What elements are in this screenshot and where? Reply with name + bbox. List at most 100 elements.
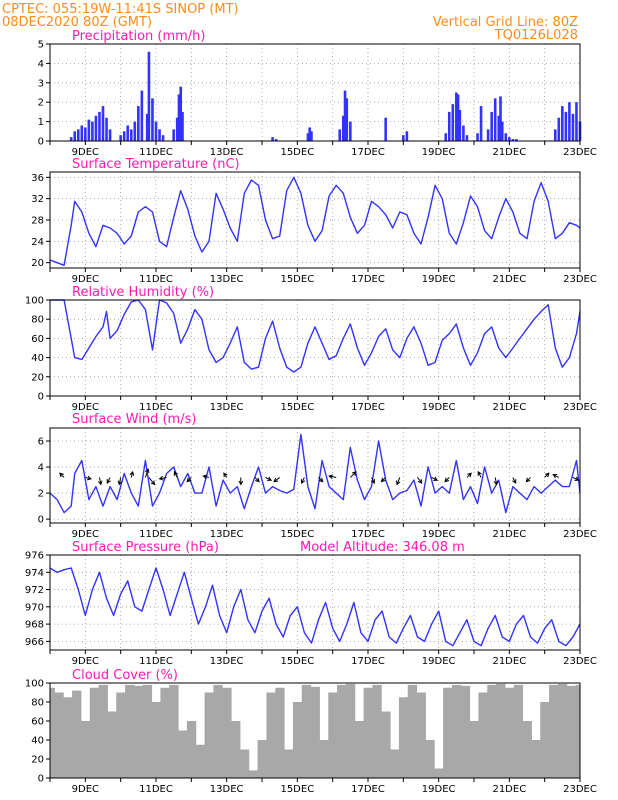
precip-bar xyxy=(306,133,310,141)
x-tick-label: 19DEC xyxy=(422,656,456,667)
y-tick-label: 40 xyxy=(31,353,44,364)
precip-bar xyxy=(271,137,274,141)
x-tick-label: 13DEC xyxy=(210,784,244,795)
precip-bar xyxy=(129,129,133,141)
x-tick-label: 15DEC xyxy=(280,274,314,285)
cloud-cover-bar xyxy=(178,730,188,778)
precip-bar xyxy=(122,131,126,141)
precip-bar xyxy=(69,137,73,141)
cloud-cover-bar xyxy=(195,744,206,778)
y-tick-label: 5 xyxy=(38,40,44,51)
cloud-cover-bar xyxy=(80,721,91,778)
y-tick-label: 20 xyxy=(31,755,44,766)
wind-direction-arrow xyxy=(273,477,280,483)
wind-direction-arrow xyxy=(186,477,192,483)
wind-direction-arrow xyxy=(525,477,531,483)
x-tick-label: 13DEC xyxy=(210,402,244,413)
wind-direction-arrow xyxy=(477,470,482,478)
y-tick-label: 2 xyxy=(38,98,44,109)
wind-direction-arrow xyxy=(144,468,150,478)
cloud-cover-bar xyxy=(266,692,276,778)
temperature-panel: 20 24 28 32 36 9DEC 11DEC 13DEC 15DEC 17DEC 19DEC 2… xyxy=(31,171,597,285)
precip-bar xyxy=(571,113,575,141)
y-tick-label: 32 xyxy=(31,194,44,205)
cloud-cover-bar xyxy=(257,740,267,778)
cloud-cover-bar xyxy=(239,749,250,778)
press-series-line xyxy=(49,567,581,647)
header-location: CPTEC: 055:19W-11:41S SINOP (MT) xyxy=(2,2,239,17)
x-tick-label: 23DEC xyxy=(563,274,597,285)
temperature-panel-title: Surface Temperature (nC) xyxy=(72,157,240,172)
precip-bar xyxy=(341,115,345,141)
wind-direction-arrow xyxy=(512,477,517,484)
x-tick-label: 11DEC xyxy=(139,656,173,667)
precip-bar xyxy=(145,113,149,141)
panel-frame xyxy=(49,427,581,524)
precip-bar xyxy=(557,117,561,141)
y-tick-label: 968 xyxy=(25,620,44,631)
precip-bar xyxy=(154,121,158,141)
cloud-cover-bar xyxy=(160,687,170,778)
cloud-cover-bar xyxy=(407,684,418,778)
y-tick-label: 60 xyxy=(31,334,44,345)
rh-series-line xyxy=(50,299,581,373)
x-tick-label: 9DEC xyxy=(72,656,99,667)
cloud-cover-bar xyxy=(345,683,356,778)
x-tick-label: 13DEC xyxy=(210,656,244,667)
panel-frame xyxy=(49,43,581,142)
x-tick-label: 23DEC xyxy=(563,402,597,413)
panel-frame xyxy=(49,299,581,397)
cloud-cover-bar xyxy=(275,687,285,778)
precip-bar xyxy=(101,106,105,141)
precip-bar xyxy=(451,104,455,141)
y-tick-label: 2 xyxy=(38,489,44,500)
wind-direction-arrow xyxy=(466,472,472,478)
wind-direction-arrow xyxy=(173,470,178,478)
precip-bar xyxy=(310,131,313,141)
y-tick-label: 0 xyxy=(38,137,44,148)
precip-bar xyxy=(384,117,387,141)
y-tick-label: 0 xyxy=(38,515,44,526)
precip-bar xyxy=(553,129,557,141)
y-tick-label: 100 xyxy=(25,679,44,690)
x-tick-label: 11DEC xyxy=(139,402,173,413)
humidity-panel-title: Relative Humidity (%) xyxy=(72,285,214,300)
cloud-cover-bar xyxy=(487,684,497,778)
x-tick-label: 15DEC xyxy=(280,529,314,540)
header-grid-note: Vertical Grid Line: 80Z xyxy=(433,15,578,30)
wind-direction-arrow xyxy=(265,476,273,481)
wind-direction-arrow xyxy=(328,474,337,480)
cloud-cover-bar xyxy=(328,692,338,778)
wind-direction-arrow xyxy=(117,477,123,486)
x-tick-label: 23DEC xyxy=(563,147,597,158)
wind-direction-arrow xyxy=(552,474,560,479)
precip-bar xyxy=(568,102,571,141)
cloud-cover-bar xyxy=(107,711,117,778)
cloud-cover-bar xyxy=(372,684,382,778)
wind-direction-arrow xyxy=(254,477,260,483)
precip-bar xyxy=(486,129,490,141)
cloud-cover-bar xyxy=(337,684,347,778)
cloud-cover-bar xyxy=(425,740,435,778)
cloud-cover-bar xyxy=(151,702,161,778)
wind-direction-arrow xyxy=(444,477,450,483)
x-tick-label: 15DEC xyxy=(280,656,314,667)
x-tick-label: 9DEC xyxy=(72,147,99,158)
y-tick-label: 4 xyxy=(38,59,44,70)
humidity-panel: 0 20 40 60 80 100 9DEC 11DEC 13DEC 15DEC 17DEC 19DE… xyxy=(25,296,597,414)
x-tick-label: 11DEC xyxy=(139,784,173,795)
cloud-cover-bar xyxy=(566,685,577,778)
precip-bar xyxy=(158,129,161,141)
cloud-cover-bar xyxy=(460,685,471,778)
cloud-cover-bar xyxy=(72,690,82,778)
precip-bar xyxy=(338,129,342,141)
cloud-cover-bar xyxy=(292,702,303,778)
x-tick-label: 21DEC xyxy=(492,147,526,158)
precip-bar xyxy=(151,98,154,141)
x-tick-label: 17DEC xyxy=(351,784,385,795)
cloud-cover-bar xyxy=(398,697,409,778)
precip-bar xyxy=(126,125,130,141)
precipitation-panel: 0 1 2 3 4 5 9DEC 11DEC 13DEC 15DEC 17DEC 19DEC 21DEC… xyxy=(38,40,597,159)
cloud-cover-bar xyxy=(54,692,64,778)
y-tick-label: 6 xyxy=(38,437,44,448)
